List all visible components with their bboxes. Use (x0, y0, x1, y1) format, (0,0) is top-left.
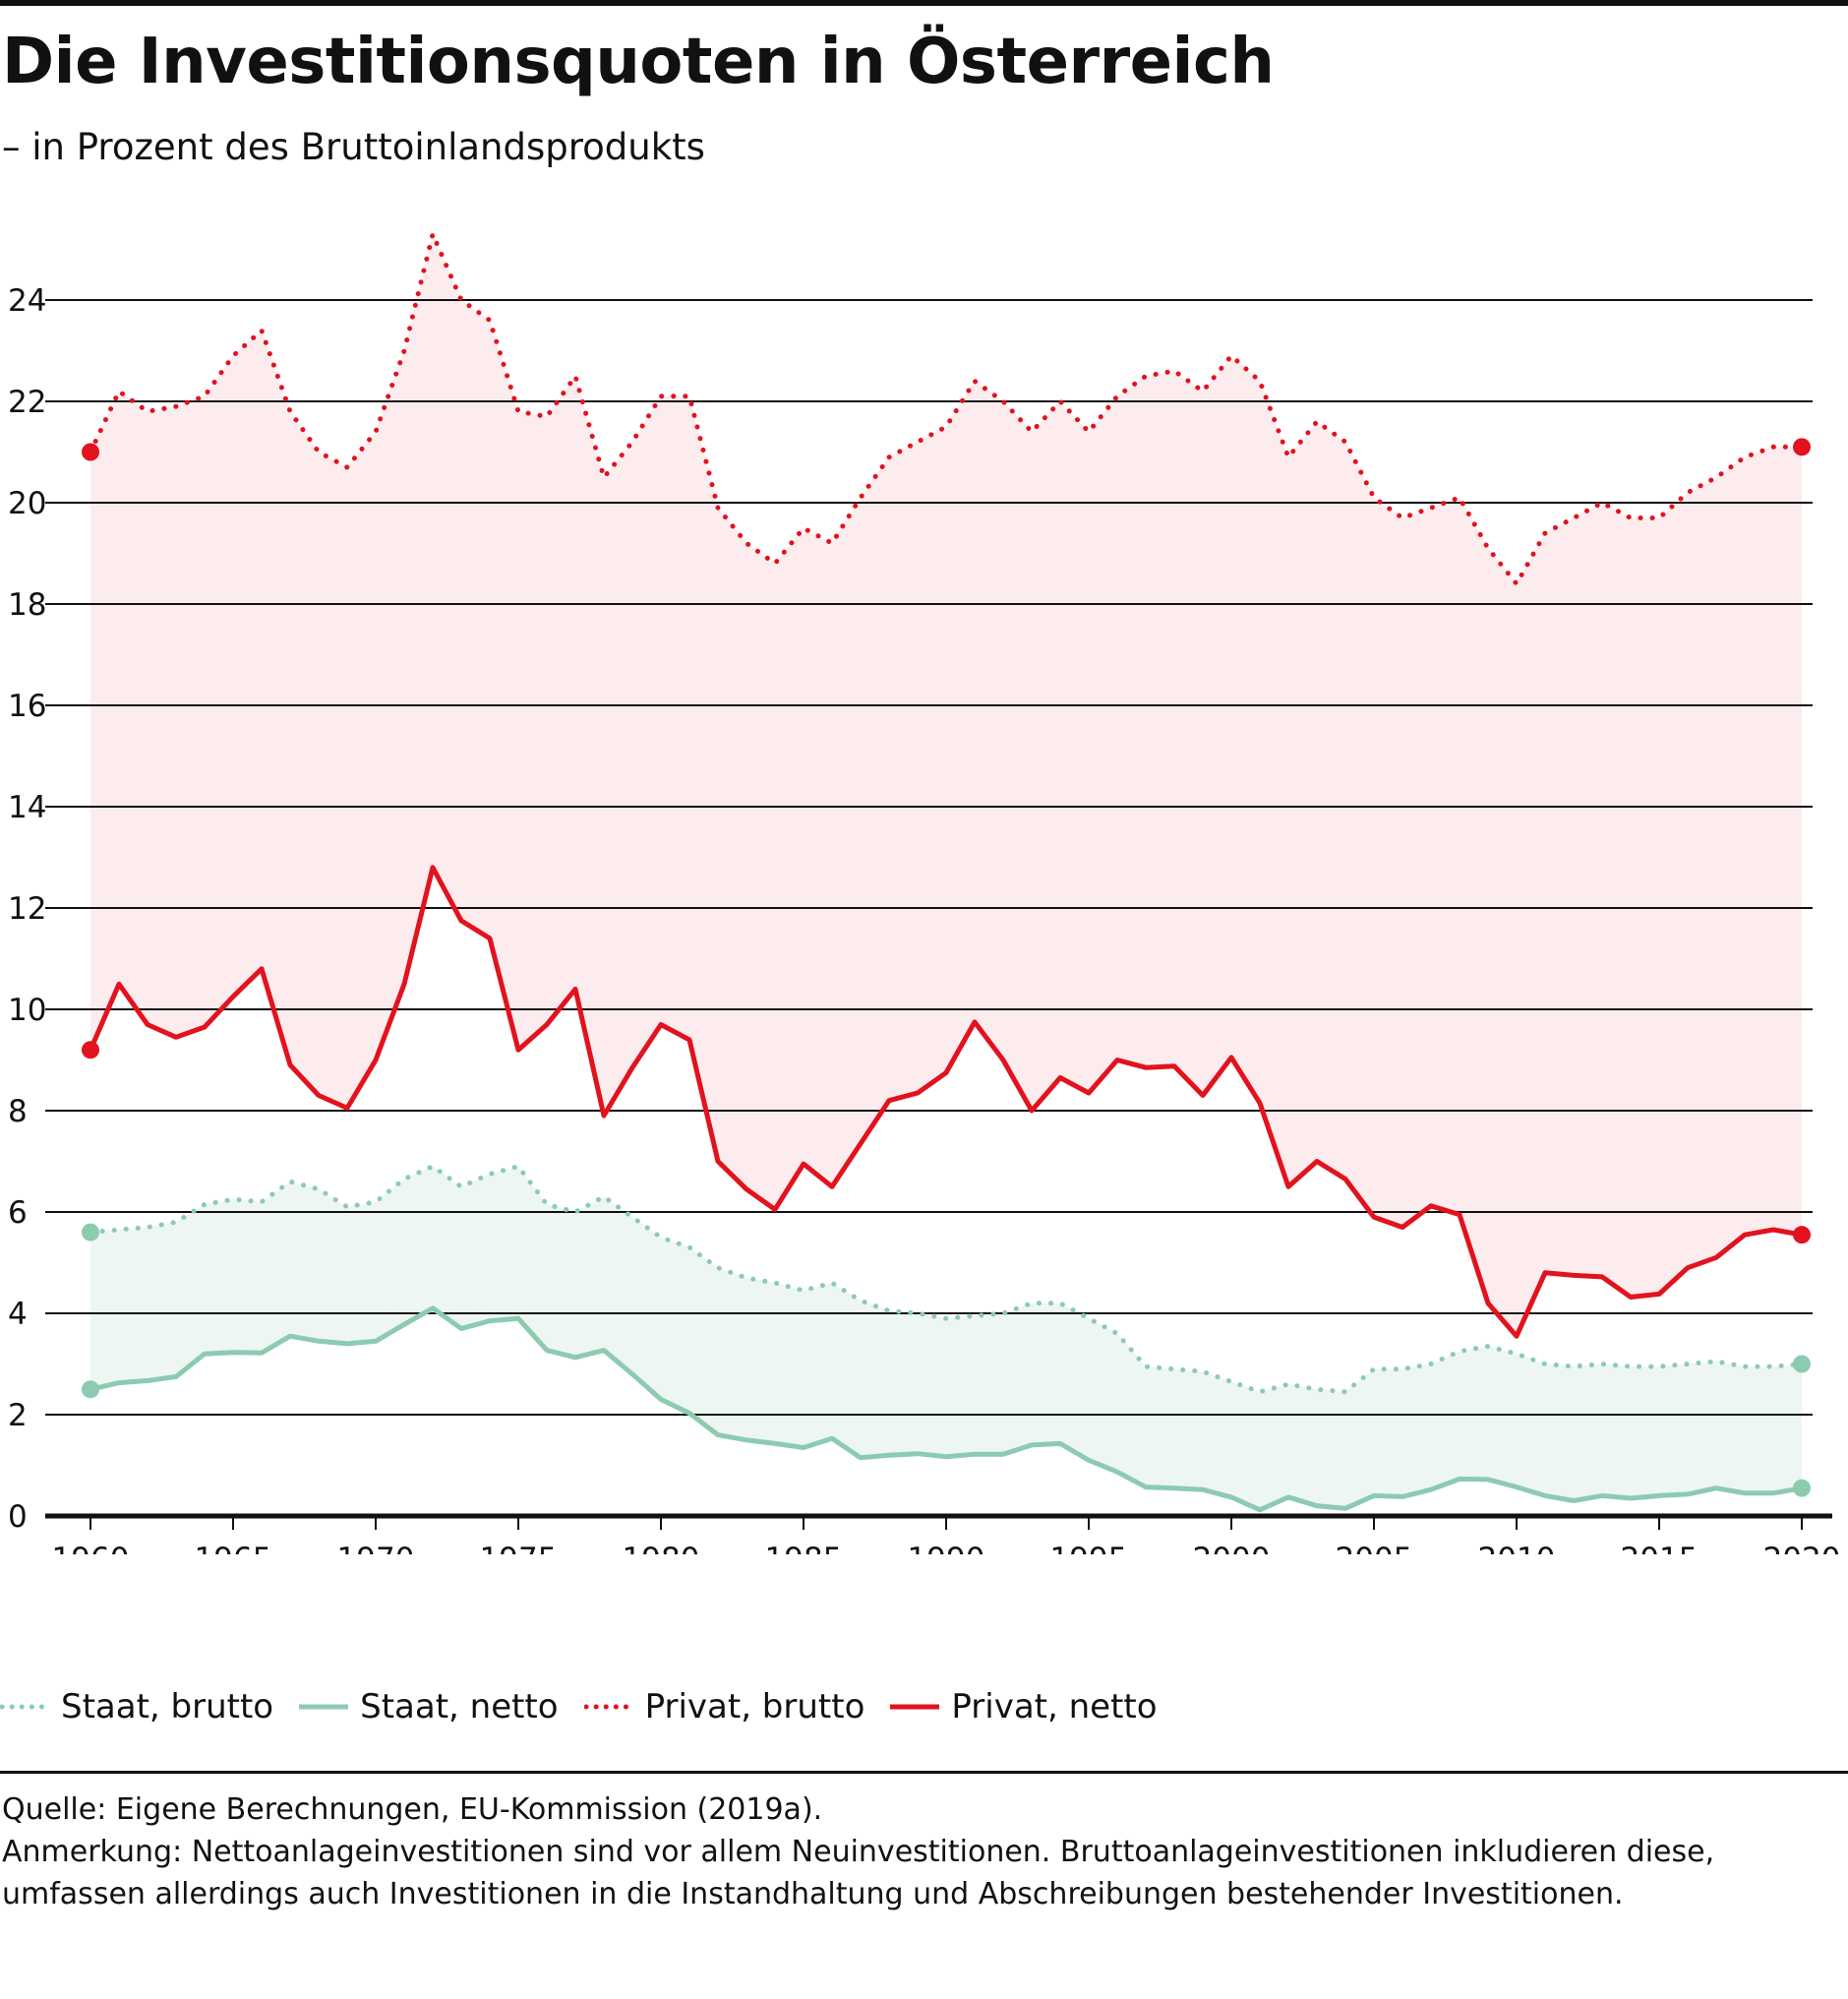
marker-privat-brutto-end (1793, 438, 1811, 456)
legend-item-privat-brutto: Privat, brutto (583, 1687, 865, 1726)
x-tick-1960: 1960 (52, 1542, 130, 1554)
legend-label-privat-brutto: Privat, brutto (644, 1687, 865, 1726)
marker-staat-netto-start (82, 1380, 99, 1399)
x-tick-1990: 1990 (908, 1542, 985, 1554)
source-note: Quelle: Eigene Berechnungen, EU-Kommissi… (2, 1792, 823, 1827)
x-tick-1975: 1975 (480, 1542, 558, 1554)
y-tick-14: 14 (8, 790, 46, 825)
x-tick-2005: 2005 (1336, 1542, 1413, 1554)
series-line-staat-brutto (88, 1164, 1805, 1395)
chart-title: Die Investitionsquoten in Österreich (2, 26, 1275, 98)
legend-label-privat-netto: Privat, netto (951, 1687, 1158, 1726)
marker-privat-brutto-start (82, 443, 99, 461)
area-fill-privat (90, 234, 1802, 1337)
marker-staat-netto-end (1793, 1479, 1811, 1497)
x-tick-2010: 2010 (1478, 1542, 1556, 1554)
footer-divider (0, 1771, 1848, 1774)
y-tick-4: 4 (8, 1297, 28, 1332)
y-tick-20: 20 (8, 486, 46, 521)
x-tick-1985: 1985 (765, 1542, 843, 1554)
legend-item-privat-netto: Privat, netto (890, 1687, 1158, 1726)
area-fills (90, 234, 1802, 1510)
y-tick-22: 22 (8, 385, 46, 420)
x-tick-1970: 1970 (337, 1542, 415, 1554)
series-line-privat-brutto (88, 231, 1805, 586)
gridlines (45, 299, 1813, 1416)
x-tick-1995: 1995 (1050, 1542, 1128, 1554)
x-tick-2015: 2015 (1621, 1542, 1699, 1554)
legend-swatch-staat-netto (299, 1704, 349, 1710)
y-tick-6: 6 (8, 1195, 28, 1231)
y-tick-8: 8 (8, 1094, 28, 1129)
annotation-note: Anmerkung: Nettoanlageinvestitionen sind… (2, 1835, 1715, 1911)
y-tick-18: 18 (8, 587, 46, 623)
y-tick-10: 10 (8, 993, 46, 1028)
endpoint-markers (82, 438, 1811, 1497)
area-fill-staat (90, 1166, 1802, 1510)
x-axis (45, 1513, 1832, 1530)
y-tick-0: 0 (8, 1499, 28, 1535)
legend-swatch-staat-brutto (0, 1704, 49, 1710)
legend: Staat, brutto Staat, netto Privat, brutt… (0, 1682, 1183, 1731)
series-line-privat-netto (88, 865, 1803, 1339)
x-tick-1980: 1980 (623, 1542, 700, 1554)
top-rule (0, 0, 1848, 6)
marker-privat-netto-start (82, 1041, 99, 1060)
legend-swatch-privat-brutto (583, 1704, 633, 1710)
x-tick-1965: 1965 (195, 1542, 272, 1554)
y-tick-24: 24 (8, 283, 46, 319)
y-tick-2: 2 (8, 1398, 28, 1433)
marker-staat-brutto-end (1793, 1355, 1811, 1373)
series-lines (88, 231, 1805, 1513)
legend-item-staat-netto: Staat, netto (299, 1687, 559, 1726)
y-tick-16: 16 (8, 689, 46, 724)
marker-staat-brutto-start (82, 1223, 99, 1242)
legend-swatch-privat-netto (890, 1704, 940, 1710)
marker-privat-netto-end (1793, 1226, 1811, 1244)
x-tick-2020: 2020 (1763, 1542, 1841, 1554)
legend-label-staat-netto: Staat, netto (360, 1687, 559, 1726)
series-line-staat-netto (89, 1305, 1803, 1513)
y-tick-12: 12 (8, 891, 46, 927)
x-tick-2000: 2000 (1193, 1542, 1271, 1554)
footnotes: Quelle: Eigene Berechnungen, EU-Kommissi… (2, 1788, 1831, 1915)
legend-label-staat-brutto: Staat, brutto (61, 1687, 274, 1726)
legend-item-staat-brutto: Staat, brutto (0, 1687, 273, 1726)
x-tick-labels: 1960 1965 1970 1975 1980 1985 1990 1995 2000 2005… (52, 1542, 1841, 1554)
chart-subtitle: – in Prozent des Bruttoinlandsprodukts (2, 126, 705, 168)
